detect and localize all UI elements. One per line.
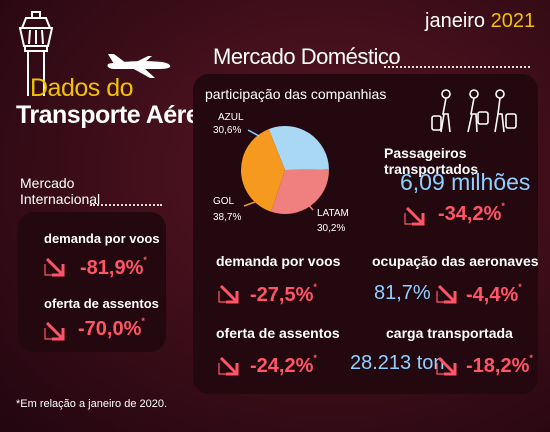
asterisk: *: [501, 201, 505, 211]
down-arrow-icon: [404, 206, 425, 226]
slice-name-gol: GOL: [213, 196, 235, 207]
down-arrow-icon: [44, 257, 65, 277]
down-arrow-icon: [44, 321, 65, 341]
domestic-section-title: Mercado Doméstico: [213, 44, 401, 69]
international-title-line2: Internacional: [20, 191, 101, 207]
slice-name-azul: AZUL: [218, 112, 244, 123]
occupancy-change: -4,4%*: [466, 282, 522, 307]
pie-slice-latam: [271, 169, 329, 214]
title-line2: Transporte Aéreo: [16, 101, 215, 129]
intl-demand-change-value: -81,9%: [80, 257, 144, 279]
occupancy-label: ocupação das aeronaves: [372, 253, 539, 269]
down-arrow-icon: [436, 356, 457, 376]
domestic-panel: [193, 74, 538, 394]
cargo-value: 28.213 ton: [350, 352, 445, 374]
footnote: *Em relação a janeiro de 2020.: [16, 398, 168, 410]
seats-change-value: -24,2%: [250, 355, 314, 377]
asterisk: *: [313, 282, 317, 292]
title-line1: Dados do: [30, 74, 134, 102]
airplane-icon: [107, 54, 171, 78]
slice-label-gol: 38,7%: [213, 212, 242, 223]
divider-dots: [90, 204, 162, 206]
cargo-label: carga transportada: [386, 325, 513, 341]
passengers-change-value: -34,2%: [438, 203, 502, 225]
passengers-change: -34,2%*: [438, 201, 505, 226]
azul-leader-line: [247, 129, 260, 137]
asterisk: *: [529, 353, 533, 363]
demand-change: -27,5%*: [250, 282, 317, 307]
gol-leader-line: [243, 201, 256, 207]
latam-leader-line: [304, 200, 314, 211]
passengers-label: Passageiros transportados: [384, 145, 479, 177]
intl-demand-label: demanda por voos: [44, 231, 160, 246]
slice-name-latam: LATAM: [317, 208, 349, 219]
intl-demand-change: -81,9%*: [80, 255, 147, 280]
down-arrow-icon: [436, 284, 457, 304]
intl-seats-label: oferta de assentos: [44, 296, 159, 311]
cargo-change-value: -18,2%: [466, 355, 530, 377]
slice-label-azul: 30,6%: [213, 125, 242, 136]
asterisk: *: [141, 316, 145, 326]
international-panel: [18, 212, 166, 352]
asterisk: *: [518, 282, 522, 292]
travelers-icon: [431, 89, 517, 133]
pie-slice-azul: [268, 126, 329, 170]
demand-change-value: -27,5%: [250, 284, 314, 306]
pie-slices: [241, 126, 329, 214]
divider-dots: [384, 66, 530, 68]
asterisk: *: [143, 255, 147, 265]
asterisk: *: [313, 353, 317, 363]
report-month: janeiro 2021: [425, 10, 535, 33]
intl-seats-change-value: -70,0%: [78, 318, 142, 340]
control-tower-icon: [18, 11, 54, 96]
occupancy-change-value: -4,4%: [466, 284, 519, 306]
month-label: janeiro: [425, 10, 486, 32]
cargo-change: -18,2%*: [466, 353, 533, 378]
slice-label-latam: 30,2%: [317, 223, 346, 234]
pie-slice-gol: [241, 129, 285, 212]
seats-label: oferta de assentos: [216, 325, 340, 341]
down-arrow-icon: [218, 284, 239, 304]
intl-seats-change: -70,0%*: [78, 316, 145, 341]
occupancy-value: 81,7%: [374, 282, 431, 304]
demand-label: demanda por voos: [216, 253, 341, 269]
international-title-line1: Mercado: [20, 175, 75, 191]
year-label: 2021: [490, 10, 536, 32]
seats-change: -24,2%*: [250, 353, 317, 378]
market-share-pie: [241, 126, 329, 214]
passengers-value: 6,09 milhões: [400, 169, 531, 195]
down-arrow-icon: [218, 356, 239, 376]
share-title: participação das companhias: [205, 86, 387, 102]
